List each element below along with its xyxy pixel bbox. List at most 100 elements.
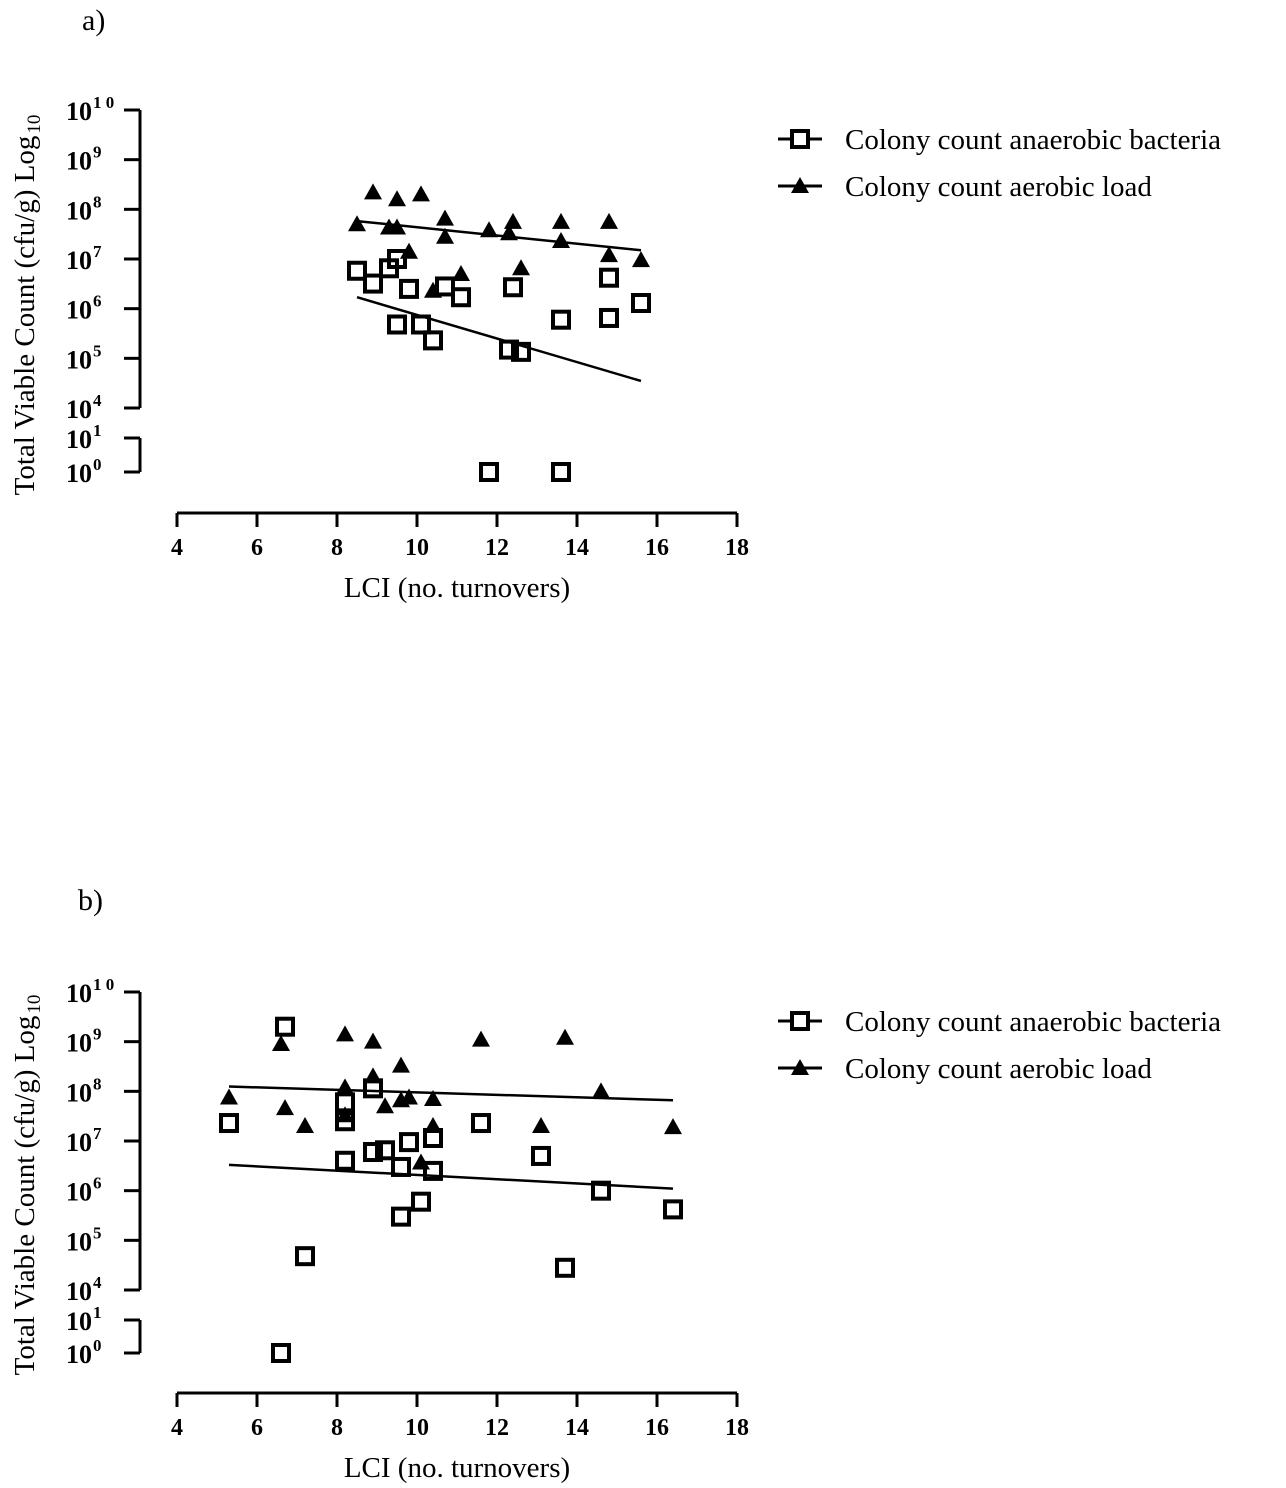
- y-tick-label: 109: [66, 1025, 102, 1058]
- legend-marker-triangle: [791, 1059, 809, 1075]
- y-tick-base: 10: [66, 1227, 92, 1256]
- data-point-square: [435, 276, 455, 297]
- y-tick-exponent: 6: [93, 1174, 102, 1193]
- y-tick-exponent: 1: [93, 1303, 102, 1322]
- data-point-square: [275, 1016, 295, 1037]
- series-aerobic: [220, 1025, 682, 1170]
- data-point-triangle: [348, 215, 366, 232]
- regression-line: [356, 219, 642, 252]
- y-tick-label: 108: [66, 192, 102, 225]
- data-point-triangle: [364, 1032, 382, 1049]
- data-point-triangle: [424, 1117, 442, 1134]
- data-point-square: [363, 273, 383, 294]
- series-anaerobic: [347, 249, 651, 482]
- x-tick-label: 10: [405, 1415, 429, 1441]
- y-tick-label: 101: [66, 421, 102, 454]
- data-point-square: [271, 1343, 291, 1363]
- data-point-square: [391, 1206, 411, 1227]
- y-tick-exponent: 5: [93, 1223, 102, 1242]
- y-tick-label: 107: [66, 242, 102, 275]
- legend-entry: Colony count aerobic load: [778, 1053, 1152, 1085]
- data-point-square: [511, 341, 531, 362]
- data-point-triangle: [388, 190, 406, 207]
- y-tick-label: 105: [66, 341, 102, 374]
- x-tick-label: 12: [485, 535, 509, 561]
- data-point-square: [399, 1132, 419, 1153]
- y-tick-exponent: 7: [93, 1124, 102, 1143]
- data-point-square: [363, 1142, 383, 1163]
- data-point-triangle: [664, 1118, 682, 1135]
- data-point-square: [599, 267, 619, 288]
- y-tick-exponent: 5: [93, 341, 102, 360]
- data-point-triangle: [364, 183, 382, 200]
- data-point-square: [219, 1113, 239, 1134]
- data-point-square: [335, 1150, 355, 1171]
- data-point-triangle: [556, 1028, 574, 1045]
- data-point-triangle: [424, 281, 442, 298]
- data-point-triangle: [592, 1082, 610, 1099]
- x-axis: 4 6 8 10 12 14 16 18: [171, 511, 749, 561]
- data-point-square: [591, 1180, 611, 1201]
- regression-line: [228, 1163, 674, 1190]
- data-point-square: [599, 307, 619, 328]
- y-tick-label: 100: [66, 455, 102, 488]
- series-aerobic: [348, 183, 650, 298]
- y-tick-base: 10: [66, 345, 92, 374]
- data-point-triangle: [600, 246, 618, 263]
- data-point-triangle: [388, 218, 406, 235]
- x-tick-label: 16: [645, 535, 669, 561]
- legend-marker-triangle: [791, 177, 809, 193]
- y-tick-base: 10: [66, 246, 92, 275]
- y-tick-label: 106: [66, 292, 102, 325]
- data-point-square: [387, 249, 407, 269]
- y-tick-label: 109: [66, 143, 102, 176]
- data-point-triangle: [436, 209, 454, 226]
- x-axis-title: LCI (no. turnovers): [344, 572, 570, 604]
- data-point-square: [391, 1156, 411, 1177]
- y-tick-base: 10: [66, 395, 92, 424]
- y-tick-exponent: 1: [93, 421, 102, 440]
- data-point-triangle: [512, 259, 530, 276]
- data-point-triangle: [400, 242, 418, 259]
- data-point-triangle: [632, 251, 650, 268]
- y-tick-exponent: 1 0: [93, 93, 114, 112]
- y-tick-exponent: 4: [93, 1273, 102, 1292]
- y-tick-base: 10: [66, 979, 92, 1008]
- legend-marker-square: [790, 1011, 810, 1031]
- x-axis: 4 6 8 10 12 14 16 18: [171, 1391, 749, 1441]
- data-point-triangle: [436, 227, 454, 244]
- x-tick-label: 8: [331, 535, 343, 561]
- legend-label: Colony count aerobic load: [845, 171, 1152, 203]
- x-tick-label: 18: [725, 535, 749, 561]
- y-tick-exponent: 6: [93, 292, 102, 311]
- data-point-square: [347, 260, 367, 281]
- data-point-triangle: [336, 1078, 354, 1095]
- data-point-triangle: [480, 221, 498, 238]
- data-point-triangle: [336, 1106, 354, 1123]
- data-point-triangle: [412, 1153, 430, 1170]
- data-point-square: [531, 1145, 551, 1166]
- y-tick-base: 10: [66, 1340, 92, 1369]
- y-tick-base: 10: [66, 97, 92, 126]
- data-point-triangle: [412, 185, 430, 202]
- data-point-triangle: [376, 1097, 394, 1114]
- y-tick-exponent: 1 0: [93, 975, 114, 994]
- y-tick-label: 108: [66, 1074, 102, 1107]
- y-axis-title: Total Viable Count (cfu/g) Log 10: [9, 115, 45, 496]
- data-point-triangle: [392, 1056, 410, 1073]
- series-anaerobic: [219, 1016, 683, 1363]
- x-tick-label: 12: [485, 1415, 509, 1441]
- data-point-square: [375, 1140, 395, 1161]
- data-point-triangle: [532, 1117, 550, 1134]
- panel-label: a): [82, 4, 105, 37]
- data-point-square: [551, 462, 571, 482]
- legend-label: Colony count aerobic load: [845, 1053, 1152, 1085]
- y-tick-base: 10: [66, 196, 92, 225]
- data-point-triangle: [552, 212, 570, 229]
- y-tick-label: 101 0: [66, 975, 114, 1008]
- panel-label: b): [78, 884, 103, 917]
- y-tick-label: 100: [66, 1336, 102, 1369]
